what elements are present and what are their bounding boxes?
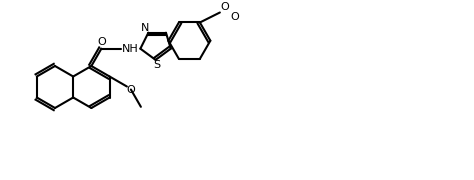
Text: S: S: [153, 60, 160, 70]
Text: N: N: [141, 23, 150, 33]
Text: O: O: [220, 3, 229, 12]
Text: O: O: [230, 12, 239, 22]
Text: O: O: [97, 37, 106, 47]
Text: NH: NH: [122, 44, 139, 54]
Text: O: O: [127, 84, 135, 95]
